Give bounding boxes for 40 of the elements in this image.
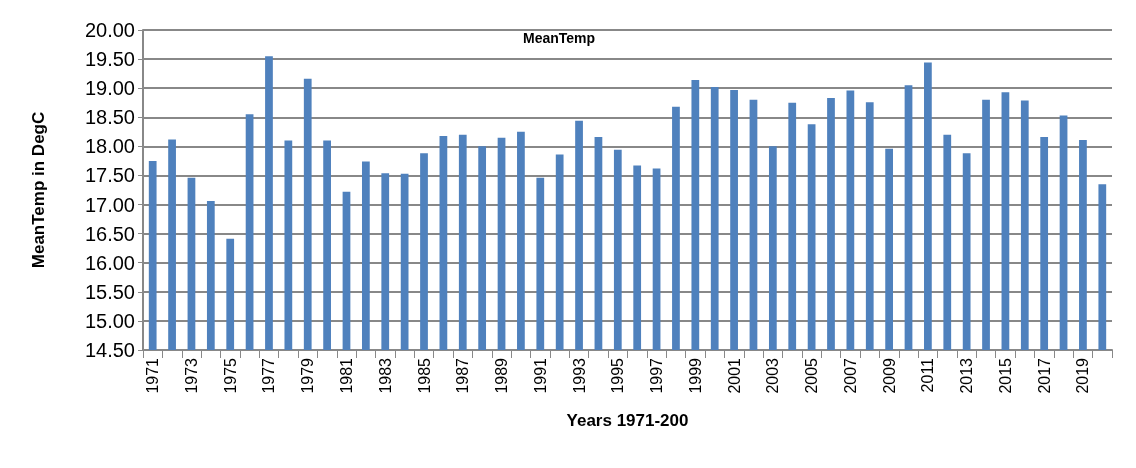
y-tick-label: 18.50 — [84, 106, 135, 129]
y-tick-label: 17.00 — [84, 193, 135, 216]
x-tick-label: 1981 — [337, 357, 355, 394]
x-tick-label: 1997 — [648, 357, 666, 394]
x-tick-label: 1979 — [299, 357, 317, 394]
x-tick-label: 2011 — [919, 357, 937, 393]
x-tick-label: 2013 — [958, 357, 976, 394]
y-axis-title: MeanTemp in DegC — [29, 111, 48, 269]
x-tick-label: 1977 — [260, 357, 278, 394]
x-tick-label: 2003 — [764, 357, 782, 394]
x-tick-label: 1999 — [686, 357, 704, 394]
x-tick-label: 1975 — [221, 357, 239, 394]
y-tick-label: 20.00 — [84, 19, 135, 41]
y-tick-label: 16.00 — [84, 251, 135, 274]
y-tick-label: 15.00 — [84, 309, 135, 332]
x-tick-label: 1983 — [376, 357, 394, 394]
x-tick-label: 1987 — [454, 357, 472, 394]
x-tick-label: 1993 — [570, 357, 588, 394]
x-tick-label: 1989 — [493, 357, 511, 394]
x-tick-label: 1991 — [531, 357, 549, 394]
x-tick-label: 1995 — [609, 357, 627, 394]
y-tick-label: 17.50 — [84, 164, 135, 187]
chart-title: MeanTemp — [523, 30, 596, 46]
x-axis-title: Years 1971-200 — [566, 411, 689, 430]
x-tick-label: 1971 — [144, 357, 162, 394]
x-tick-label: 2009 — [880, 357, 898, 394]
y-tick-label: 18.00 — [84, 135, 135, 158]
y-tick-label: 15.50 — [84, 280, 135, 303]
x-tick-label: 1973 — [182, 357, 200, 394]
y-tick-label: 19.50 — [84, 48, 135, 71]
x-tick-label: 1985 — [415, 357, 433, 394]
x-tick-label: 2015 — [996, 357, 1014, 394]
y-tick-label: 14.50 — [84, 339, 135, 361]
x-tick-label: 2005 — [803, 357, 821, 394]
x-tick-label: 2007 — [841, 357, 859, 394]
y-tick-label: 19.00 — [84, 77, 135, 100]
x-tick-label: 2019 — [1074, 357, 1092, 394]
x-tick-label: 2017 — [1035, 357, 1053, 394]
x-tick-label: 2001 — [725, 357, 743, 394]
y-tick-label: 16.50 — [84, 222, 135, 245]
